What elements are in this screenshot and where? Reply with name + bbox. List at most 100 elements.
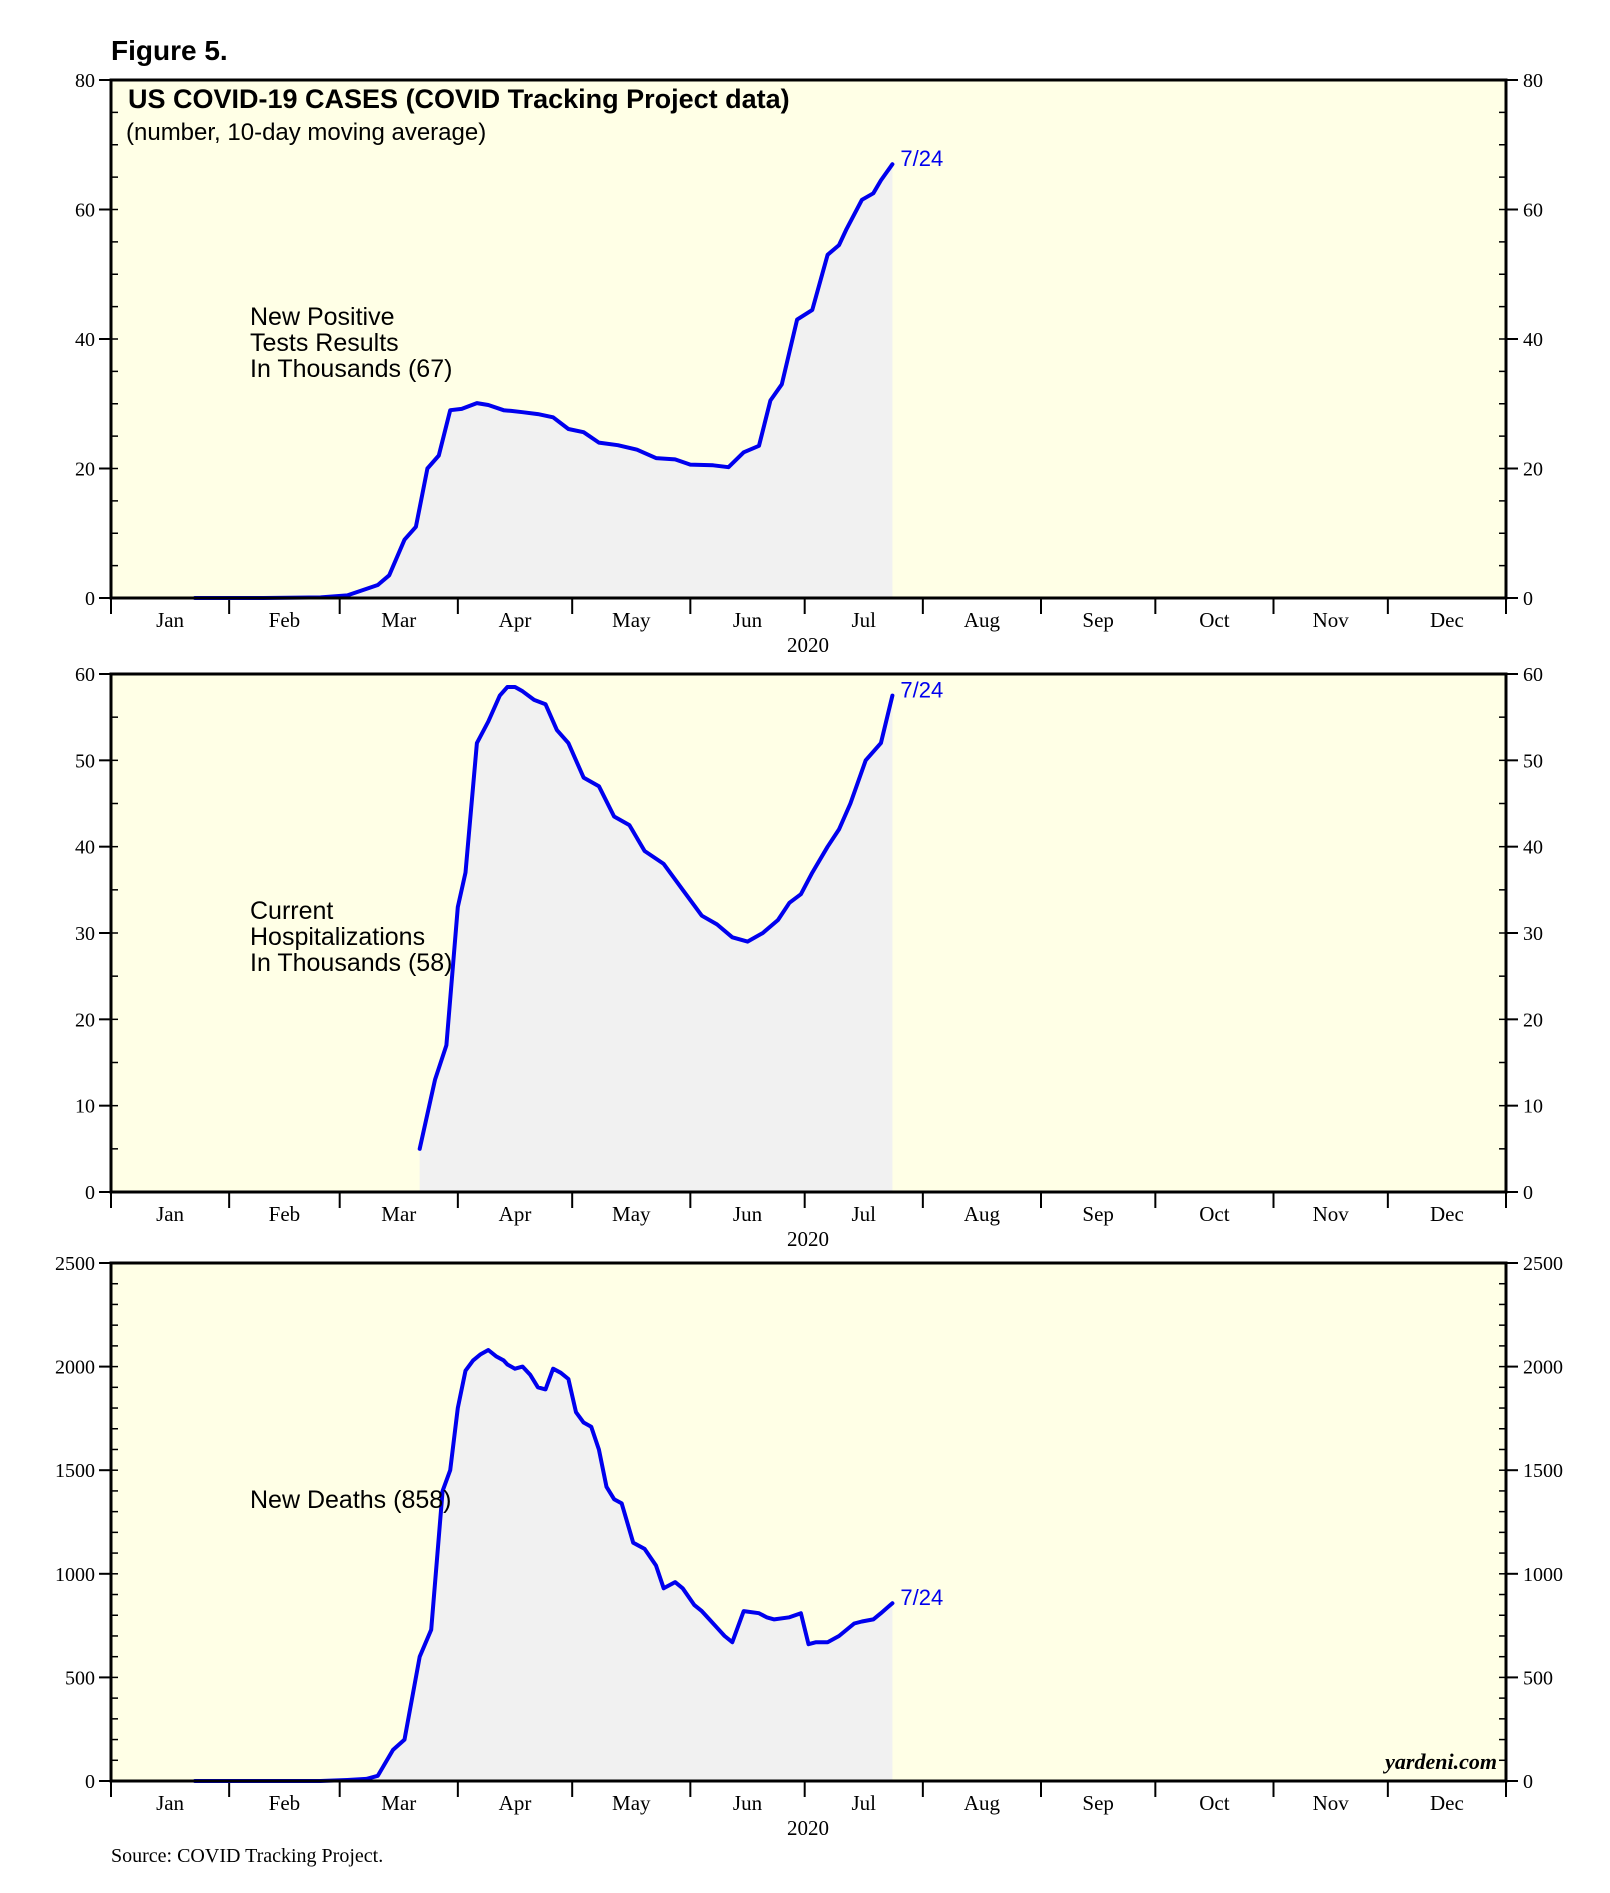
chart-panel-deaths: 0 0 500 500 1000 1000 1500 1500 2000 2000 2500 2500…: [55, 1253, 1563, 1840]
y-tick-label-right: 40: [1523, 837, 1543, 859]
series-line-path: [192, 1348, 895, 1783]
y-tick-label-right: 30: [1523, 923, 1543, 945]
y-tick-label-left: 10: [75, 1096, 95, 1118]
x-month-label: Jun: [733, 1202, 763, 1226]
x-month-label: Apr: [499, 1202, 532, 1226]
source-note: Source: COVID Tracking Project.: [111, 1845, 383, 1867]
x-axis-year-label: 2020: [787, 1227, 829, 1251]
annotation-line-1: New Positive: [250, 303, 395, 331]
y-tick-label-right: 0: [1523, 588, 1533, 610]
figure-label: Figure 5.: [111, 35, 228, 66]
area-fill: [194, 164, 893, 598]
series-area: [419, 687, 893, 1192]
plot-frame: [109, 78, 1508, 600]
y-tick-label-left: 40: [75, 329, 95, 351]
x-month-label: Sep: [1082, 1202, 1114, 1226]
chart-title: US COVID-19 CASES (COVID Tracking Projec…: [128, 84, 790, 114]
x-month-label: Jun: [733, 1791, 763, 1815]
y-tick-label-left: 1500: [55, 1460, 95, 1482]
x-axis-year-label: 2020: [787, 1816, 829, 1840]
x-month-label: Nov: [1313, 1202, 1350, 1226]
end-date-label: 7/24: [900, 678, 943, 703]
x-month-label: Dec: [1430, 1791, 1464, 1815]
y-tick-label-right: 0: [1523, 1182, 1533, 1204]
x-month-label: Apr: [499, 608, 532, 632]
plot-frame: [109, 672, 1508, 1194]
x-month-label: Oct: [1199, 1791, 1229, 1815]
y-tick-label-right: 0: [1523, 1771, 1533, 1793]
x-month-label: May: [612, 1791, 651, 1815]
y-tick-label-right: 40: [1523, 329, 1543, 351]
x-month-label: Jul: [852, 1791, 877, 1815]
y-tick-label-left: 80: [75, 70, 95, 92]
y-tick-label-right: 20: [1523, 459, 1543, 481]
annotation-line-2: Hospitalizations: [250, 923, 425, 951]
plot-frame: [109, 1261, 1508, 1783]
x-month-label: Dec: [1430, 1202, 1464, 1226]
x-month-label: Aug: [964, 1202, 1001, 1226]
area-fill: [194, 1350, 893, 1781]
chart-subtitle: (number, 10-day moving average): [126, 119, 486, 146]
x-month-label: May: [612, 1202, 651, 1226]
axes: 0 0 20 20 40 40 60 60 80 80 Jan Feb Mar Apr May Jun Jul A…: [75, 70, 1543, 632]
x-month-label: Jun: [733, 608, 763, 632]
y-tick-label-left: 1000: [55, 1564, 95, 1586]
x-month-label: Jul: [852, 608, 877, 632]
y-tick-label-right: 80: [1523, 70, 1543, 92]
axes: 0 0 500 500 1000 1000 1500 1500 2000 2000 2500 2500…: [55, 1253, 1563, 1815]
series-line: [192, 162, 895, 600]
y-tick-label-left: 60: [75, 664, 95, 686]
series-line: [192, 1348, 895, 1783]
annotation-line-3: In Thousands (67): [250, 355, 452, 383]
annotation-line-1: New Deaths (858): [250, 1486, 451, 1514]
y-tick-label-left: 2500: [55, 1253, 95, 1275]
y-tick-label-left: 30: [75, 923, 95, 945]
x-month-label: Sep: [1082, 608, 1114, 632]
x-month-label: May: [612, 608, 651, 632]
x-month-label: Nov: [1313, 608, 1350, 632]
axes: 0 0 10 10 20 20 30 30 40 40 50 50 60 60 Jan Feb Mar Apr Ma…: [75, 664, 1543, 1226]
x-month-label: Aug: [964, 1791, 1001, 1815]
y-tick-label-right: 10: [1523, 1096, 1543, 1118]
x-month-label: Mar: [381, 1202, 416, 1226]
area-fill: [419, 687, 893, 1192]
y-tick-label-right: 60: [1523, 664, 1543, 686]
end-date-label: 7/24: [900, 1585, 943, 1610]
y-tick-label-right: 1000: [1523, 1564, 1563, 1586]
x-month-label: Feb: [269, 608, 301, 632]
series-area: [194, 164, 893, 598]
x-month-label: Aug: [964, 608, 1001, 632]
x-month-label: Jan: [156, 1202, 184, 1226]
end-date-label: 7/24: [900, 146, 943, 171]
y-tick-label-left: 40: [75, 837, 95, 859]
y-tick-label-right: 60: [1523, 200, 1543, 222]
annotation-line-1: Current: [250, 897, 333, 925]
x-month-label: Oct: [1199, 608, 1229, 632]
series-line-path: [192, 162, 895, 600]
y-tick-label-left: 0: [85, 588, 95, 610]
series-line-path: [417, 685, 895, 1151]
y-tick-label-right: 2000: [1523, 1357, 1563, 1379]
y-tick-label-left: 20: [75, 1009, 95, 1031]
x-month-label: Dec: [1430, 608, 1464, 632]
y-tick-label-right: 500: [1523, 1667, 1553, 1689]
x-month-label: Mar: [381, 608, 416, 632]
x-month-label: Oct: [1199, 1202, 1229, 1226]
x-month-label: Nov: [1313, 1791, 1350, 1815]
y-tick-label-left: 60: [75, 200, 95, 222]
annotation-line-2: Tests Results: [250, 329, 399, 357]
y-tick-label-left: 0: [85, 1771, 95, 1793]
x-month-label: Apr: [499, 1791, 532, 1815]
x-axis-year-label: 2020: [787, 633, 829, 657]
brand-watermark: yardeni.com: [1382, 1749, 1497, 1774]
x-month-label: Sep: [1082, 1791, 1114, 1815]
x-month-label: Jan: [156, 1791, 184, 1815]
x-month-label: Jul: [852, 1202, 877, 1226]
y-tick-label-left: 20: [75, 459, 95, 481]
y-tick-label-left: 0: [85, 1182, 95, 1204]
y-tick-label-left: 2000: [55, 1357, 95, 1379]
annotation-line-3: In Thousands (58): [250, 949, 452, 977]
x-month-label: Feb: [269, 1791, 301, 1815]
